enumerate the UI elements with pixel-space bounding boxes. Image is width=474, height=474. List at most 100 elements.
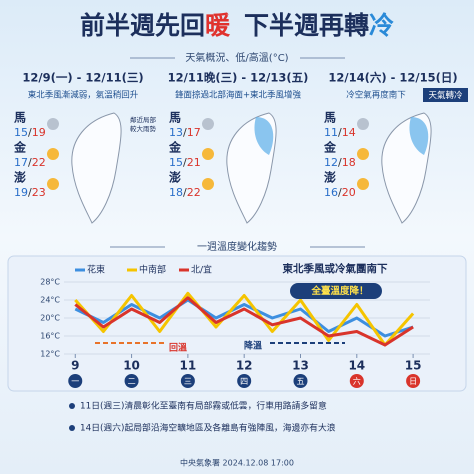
temp-low: 19 <box>14 186 28 199</box>
temp-low: 15 <box>169 156 183 169</box>
annotation: 回溫 <box>169 342 187 354</box>
panel-date: 12/11晚(三) - 12/13(五) <box>168 71 309 85</box>
panel-desc: 冷空氣再度南下 <box>346 90 406 101</box>
note-bullet <box>69 403 75 409</box>
panel-desc: 鋒面掠過北部海面+東北季風增強 <box>175 90 302 101</box>
map-note: 較大雨勢 <box>130 124 157 133</box>
badge-bg <box>423 88 468 102</box>
y-tick-label: 16°C <box>40 332 60 341</box>
weekday: 三 <box>184 377 192 386</box>
x-tick-label: 13 <box>292 359 309 373</box>
weekday-bg <box>68 374 83 388</box>
weekday: 二 <box>128 377 136 386</box>
city-name: 金 <box>168 140 182 155</box>
panel-desc: 東北季風漸減弱，氣溫稍回升 <box>28 90 139 101</box>
weather-icon <box>47 178 59 190</box>
city-temp: 19/23 <box>14 186 46 199</box>
title-cold: 冷 <box>369 11 394 40</box>
city-temp: 15/19 <box>14 126 46 139</box>
note-bullet <box>69 425 75 431</box>
x-tick-label: 9 <box>71 359 79 373</box>
temp-high: 17 <box>187 126 201 139</box>
title-warm: 暖 <box>205 11 231 40</box>
x-tick-label: 14 <box>348 359 365 373</box>
temp-low: 15 <box>14 126 28 139</box>
temp-high: 18 <box>342 156 356 169</box>
title-part: 前半週先回 <box>80 11 205 40</box>
temp-high: 14 <box>342 126 356 139</box>
weather-icon <box>47 148 59 160</box>
weekday-bg <box>237 374 252 388</box>
rain-area <box>409 117 429 155</box>
note: 14日(週六)起局部沿海空曠地區及各離島有強陣風，海邊亦有大浪 <box>80 422 336 434</box>
city-temp: 12/18 <box>324 156 356 169</box>
weather-icon <box>357 118 369 130</box>
rain-area <box>254 117 274 155</box>
weekday-bg <box>349 374 364 388</box>
weekday-bg <box>293 374 308 388</box>
annotation-bg <box>290 283 382 299</box>
title-part: 下半週再轉 <box>244 11 369 40</box>
badge: 天氣轉冷 <box>428 90 463 101</box>
x-tick-label: 11 <box>180 359 197 373</box>
temp-slash: / <box>338 156 342 169</box>
temp-low: 17 <box>14 156 28 169</box>
legend-label: 花東 <box>87 264 105 276</box>
temp-low: 16 <box>324 186 338 199</box>
weekday: 六 <box>353 376 361 386</box>
city-name: 澎 <box>324 170 336 185</box>
legend-label: 中南部 <box>139 264 166 276</box>
weather-icon <box>202 118 214 130</box>
weekday: 五 <box>296 377 304 386</box>
city-temp: 16/20 <box>324 186 356 199</box>
weekday-bg <box>406 374 421 388</box>
city-temp: 13/17 <box>169 126 201 139</box>
weekday: 日 <box>409 377 417 386</box>
legend-label: 北/宜 <box>191 264 212 276</box>
city-name: 澎 <box>14 170 26 185</box>
footer: 中央氣象署 2024.12.08 17:00 <box>180 458 294 468</box>
y-tick-label: 20°C <box>40 314 60 323</box>
temp-slash: / <box>338 186 342 199</box>
subtitle: 天氣概況、低/高溫(°C) <box>185 51 288 64</box>
weather-icon <box>357 148 369 160</box>
temp-slash: / <box>183 156 187 169</box>
temp-slash: / <box>183 186 187 199</box>
y-tick-label: 24°C <box>40 296 60 305</box>
temp-slash: / <box>183 126 187 139</box>
temp-low: 13 <box>169 126 183 139</box>
city-temp: 17/22 <box>14 156 46 169</box>
series-line <box>74 291 415 347</box>
weekday-bg <box>124 374 139 388</box>
panel-date: 12/9(一) - 12/11(三) <box>22 71 143 85</box>
title: 前半週先回暖 下半週再轉冷 <box>80 11 394 40</box>
temp-high: 21 <box>187 156 201 169</box>
annotation: 東北季風或冷氣團南下 <box>283 262 388 275</box>
temp-low: 12 <box>324 156 338 169</box>
chart-title: 一週溫度變化趨勢 <box>197 240 277 253</box>
y-tick-label: 12°C <box>40 350 60 359</box>
annotation: 全臺溫度降！ <box>310 285 368 297</box>
weekday: 一 <box>71 377 79 386</box>
temp-low: 11 <box>324 126 338 139</box>
weather-icon <box>47 118 59 130</box>
weather-icon <box>202 178 214 190</box>
note: 11日(週三)清晨彰化至臺南有局部霧或低雲，行車用路請多留意 <box>80 400 327 412</box>
weather-icon <box>202 148 214 160</box>
temp-slash: / <box>28 126 32 139</box>
y-tick-label: 28°C <box>40 278 60 287</box>
weekday-bg <box>180 374 195 388</box>
city-name: 馬 <box>14 111 26 125</box>
map-note: 鄰近局部 <box>130 115 157 124</box>
temp-high: 22 <box>32 156 46 169</box>
temp-high: 23 <box>32 186 46 199</box>
x-tick-label: 15 <box>405 359 422 373</box>
temp-high: 20 <box>342 186 356 199</box>
series-line <box>74 298 414 338</box>
city-name: 馬 <box>169 111 181 125</box>
annotation: 降溫 <box>244 340 262 352</box>
city-temp: 15/21 <box>169 156 201 169</box>
temp-high: 22 <box>187 186 201 199</box>
